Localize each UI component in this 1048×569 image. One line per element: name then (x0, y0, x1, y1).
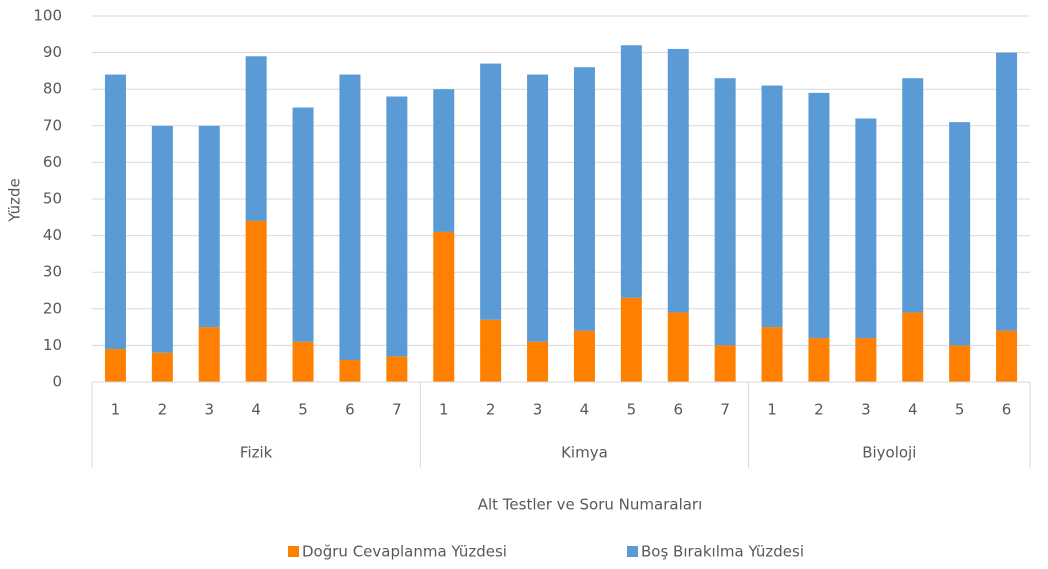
bar-segment (808, 338, 830, 382)
x-tick-label: 5 (298, 401, 308, 419)
x-axis-title: Alt Testler ve Soru Numaraları (478, 496, 703, 514)
bar-segment (761, 85, 783, 328)
bar-segment (104, 74, 126, 350)
bar-segment (386, 356, 408, 382)
bar-segment (902, 78, 924, 313)
y-tick-label: 0 (52, 373, 62, 391)
x-tick-label: 2 (814, 401, 824, 419)
y-axis-title: Yüzde (6, 178, 24, 223)
bar-segment (292, 107, 314, 342)
x-tick-label: 7 (392, 401, 402, 419)
bar-segment (198, 125, 220, 328)
x-tick-label: 2 (486, 401, 496, 419)
bar-segment (527, 74, 549, 342)
y-tick-label: 90 (43, 43, 62, 61)
bar-segment (996, 52, 1018, 331)
x-tick-label: 4 (908, 401, 918, 419)
bar-segment (996, 330, 1018, 382)
bar-segment (151, 352, 173, 382)
y-tick-label: 30 (43, 263, 62, 281)
bar-segment (245, 220, 267, 382)
group-label: Fizik (240, 444, 273, 462)
bar-segment (902, 312, 924, 382)
bar-segment (667, 312, 689, 382)
bar-segment (573, 330, 595, 382)
x-tick-label: 6 (1002, 401, 1012, 419)
x-tick-label: 1 (439, 401, 449, 419)
bar-segment (386, 96, 408, 357)
bar-segment (949, 345, 971, 382)
bar-segment (527, 341, 549, 382)
bar-segment (714, 78, 736, 346)
y-tick-label: 40 (43, 226, 62, 244)
bar-segment (292, 341, 314, 382)
x-tick-label: 3 (204, 401, 214, 419)
x-tick-label: 1 (111, 401, 121, 419)
legend-label: Boş Bırakılma Yüzdesi (641, 543, 804, 561)
bar-segment (808, 92, 830, 339)
x-tick-label: 6 (673, 401, 683, 419)
bar-segment (245, 56, 267, 221)
y-tick-label: 10 (43, 336, 62, 354)
group-label: Biyoloji (862, 444, 916, 462)
bar-segment (480, 319, 502, 382)
bar-segment (151, 125, 173, 353)
bar-segment (714, 345, 736, 382)
bar-segment (620, 45, 642, 298)
bar-segment (339, 360, 361, 382)
y-tick-label: 50 (43, 190, 62, 208)
bar-segment (433, 231, 455, 382)
x-tick-label: 5 (627, 401, 637, 419)
x-tick-label: 2 (158, 401, 168, 419)
group-label: Kimya (561, 444, 608, 462)
bar-segment (761, 327, 783, 382)
bar-segment (104, 349, 126, 382)
y-tick-label: 70 (43, 116, 62, 134)
bar-segment (433, 89, 455, 232)
bar-segment (667, 48, 689, 313)
bar-segment (949, 122, 971, 346)
x-tick-label: 5 (955, 401, 965, 419)
x-tick-label: 1 (767, 401, 777, 419)
x-tick-label: 7 (720, 401, 730, 419)
x-tick-label: 4 (580, 401, 590, 419)
y-tick-label: 20 (43, 299, 62, 317)
legend-swatch (288, 546, 299, 557)
bar-segment (620, 297, 642, 382)
bar-segment (480, 63, 502, 320)
bar-segment (573, 67, 595, 331)
y-tick-label: 100 (33, 7, 62, 25)
x-tick-label: 3 (533, 401, 543, 419)
bar-segment (198, 327, 220, 382)
bar-segment (855, 118, 877, 339)
y-tick-label: 80 (43, 80, 62, 98)
bar-segment (855, 338, 877, 382)
bar-segment (339, 74, 361, 361)
x-tick-label: 3 (861, 401, 871, 419)
x-tick-label: 4 (251, 401, 261, 419)
y-tick-label: 60 (43, 153, 62, 171)
legend-label: Doğru Cevaplanma Yüzdesi (302, 543, 507, 561)
legend-swatch (627, 546, 638, 557)
x-tick-label: 6 (345, 401, 355, 419)
